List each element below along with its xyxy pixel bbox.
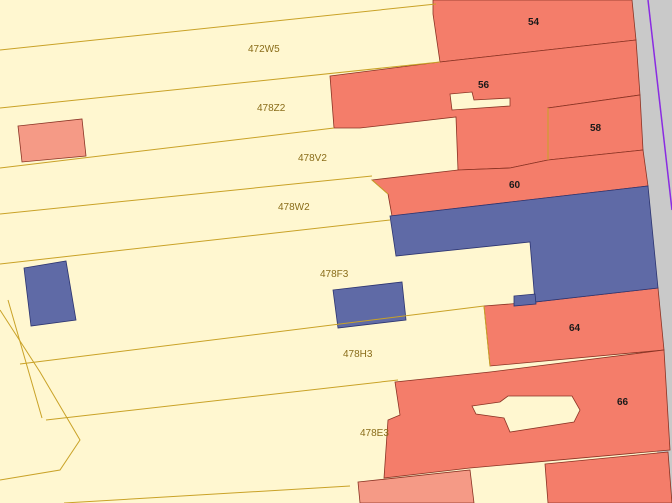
parcel-line	[0, 219, 391, 265]
parcel-line	[7, 299, 43, 419]
house-number-54[interactable]: 54	[528, 17, 540, 28]
house-number-60[interactable]: 60	[509, 180, 521, 191]
building-light-bottom	[357, 469, 475, 503]
parcel-line	[0, 175, 373, 215]
parcel-line	[0, 61, 441, 109]
parcel-label-478Z2[interactable]: 478Z2	[257, 103, 286, 114]
building-bottom-red	[544, 451, 672, 503]
parcel-line	[0, 3, 437, 51]
parcel-line	[0, 127, 335, 169]
house-number-56[interactable]: 56	[478, 80, 490, 91]
parcel-boundaries	[0, 3, 549, 503]
parcel-label-478E3[interactable]: 478E3	[360, 428, 389, 439]
parcel-line	[19, 305, 485, 365]
parcel-line	[45, 379, 399, 421]
parcel-label-478W2[interactable]: 478W2	[278, 202, 310, 213]
parcel-line	[0, 309, 81, 481]
parcel-labels: 472W5 478Z2 478V2 478W2 478F3 478H3 478E…	[248, 44, 389, 439]
yard-56	[449, 91, 511, 111]
house-numbers: 54 56 58 60 64 66	[478, 17, 629, 408]
house-number-64[interactable]: 64	[569, 323, 581, 334]
building-blue-notch	[513, 293, 537, 307]
building-blue-middle[interactable]	[332, 281, 407, 329]
blue-buildings	[23, 185, 659, 329]
road-edge-line	[647, 0, 672, 211]
parcel-label-472W5[interactable]: 472W5	[248, 44, 280, 55]
parcel-line	[371, 179, 389, 195]
yard-66	[471, 395, 581, 433]
house-number-58[interactable]: 58	[590, 123, 602, 134]
parcel-label-478F3[interactable]: 478F3	[320, 269, 349, 280]
parcel-label-478H3[interactable]: 478H3	[343, 349, 373, 360]
building-60[interactable]	[371, 149, 649, 217]
parcel-label-478V2[interactable]: 478V2	[298, 153, 327, 164]
building-light-left	[17, 118, 87, 163]
house-number-66[interactable]: 66	[617, 397, 629, 408]
building-blue-left[interactable]	[23, 260, 77, 327]
parcel-line	[483, 305, 491, 367]
parcel-line	[63, 485, 351, 503]
